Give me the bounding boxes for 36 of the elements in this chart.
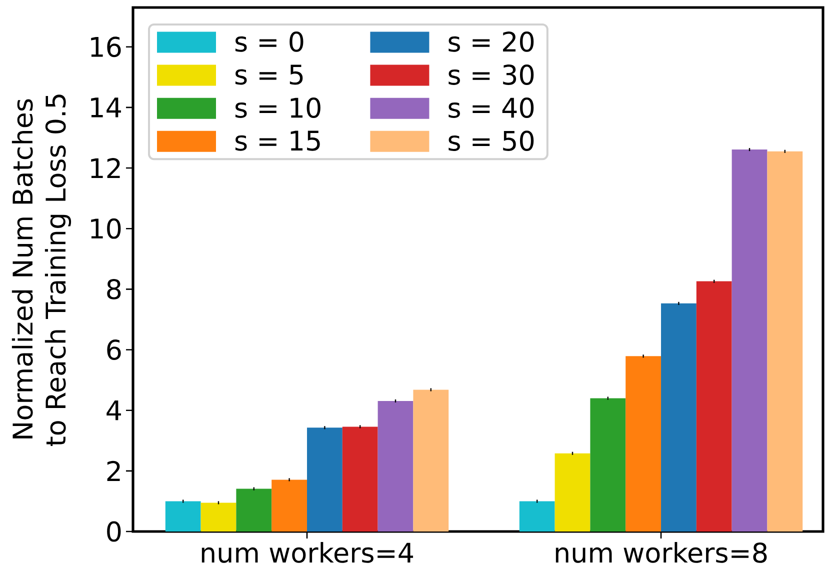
legend-label: s = 30	[448, 64, 534, 85]
y-tick-label: 8	[107, 278, 121, 300]
bar	[378, 400, 414, 532]
y-tick-label: 12	[91, 158, 120, 178]
y-tick-label: 0	[107, 521, 121, 542]
legend-label: s = 5	[235, 64, 303, 85]
legend-label: s = 50	[448, 130, 534, 152]
y-tick-label: 6	[107, 340, 121, 360]
y-tick-label: 14	[91, 98, 121, 118]
x-tick-label: num workers=8	[556, 542, 767, 563]
x-tick-label: num workers=4	[202, 542, 414, 563]
legend-label: s = 20	[448, 31, 534, 52]
bar	[165, 501, 201, 532]
bar	[306, 428, 342, 532]
bar	[236, 488, 272, 532]
bar	[661, 303, 696, 532]
bar	[732, 150, 768, 532]
bar	[272, 480, 307, 532]
legend-label: s = 10	[235, 98, 320, 118]
y-tick-label: 16	[91, 36, 121, 58]
bar	[626, 356, 662, 532]
bar	[696, 281, 732, 532]
bar	[590, 398, 626, 532]
legend-label: s = 15	[235, 130, 320, 151]
y-tick-label: 10	[91, 218, 121, 239]
bar	[200, 502, 236, 532]
y-tick-label: 2	[107, 460, 120, 481]
bar	[519, 501, 555, 532]
bar	[413, 390, 449, 532]
legend-label: s = 0	[235, 31, 304, 52]
bar	[342, 426, 378, 532]
bar	[767, 151, 803, 532]
y-axis-title: Normalized Num Batches to Reach Training Loss 0.5	[12, 94, 72, 446]
bar	[554, 453, 590, 532]
legend-label: s = 40	[448, 98, 534, 118]
y-tick-label: 4	[106, 400, 121, 420]
